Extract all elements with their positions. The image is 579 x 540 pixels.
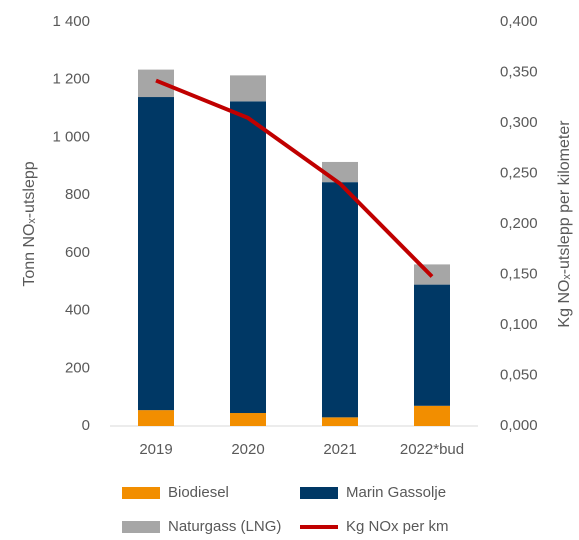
legend-label: Naturgass (LNG) [168,518,281,535]
y2-tick-label: 0,150 [500,265,538,282]
legend-label: Kg NOx per km [346,518,449,535]
y2-tick-label: 0,000 [500,417,538,434]
y-tick-label: 0 [82,417,90,434]
legend-swatch [122,487,160,499]
y-tick-label: 600 [65,244,90,261]
y-tick-label: 1 400 [52,13,90,30]
y2-tick-label: 0,300 [500,114,538,131]
y2-tick-label: 0,050 [500,366,538,383]
legend-swatch [122,521,160,533]
y-tick-label: 1 000 [52,128,90,145]
y-axis-label: Tonn NOₓ-utslepp [21,161,38,286]
bar-segment [414,284,450,406]
legend-label: Biodiesel [168,484,229,501]
y-tick-label: 400 [65,302,90,319]
legend-swatch [300,487,338,499]
y-tick-label: 1 200 [52,71,90,88]
y-tick-label: 200 [65,359,90,376]
y2-tick-label: 0,250 [500,164,538,181]
bar-segment [138,69,174,98]
x-tick-label: 2021 [323,441,356,458]
y2-tick-label: 0,100 [500,316,538,333]
x-tick-label: 2019 [139,441,172,458]
bar-segment [138,97,174,411]
bar-segment [322,417,358,426]
bar-segment [230,75,266,102]
line-series [155,78,434,278]
y-tick-label: 800 [65,186,90,203]
bar-segment [138,410,174,426]
bar-segment [322,182,358,418]
bar-segment [322,161,358,183]
bar-segment [230,413,266,426]
y2-tick-label: 0,350 [500,63,538,80]
x-tick-label: 2020 [231,441,264,458]
y2-axis-label: Kg NOₓ-utslepp per kilometer [556,120,573,328]
y2-tick-label: 0,200 [500,215,538,232]
bar-segment [414,405,450,426]
y2-tick-label: 0,400 [500,13,538,30]
legend-label: Marin Gassolje [346,484,446,501]
x-tick-label: 2022*bud [400,441,464,458]
bar-segment [230,101,266,414]
